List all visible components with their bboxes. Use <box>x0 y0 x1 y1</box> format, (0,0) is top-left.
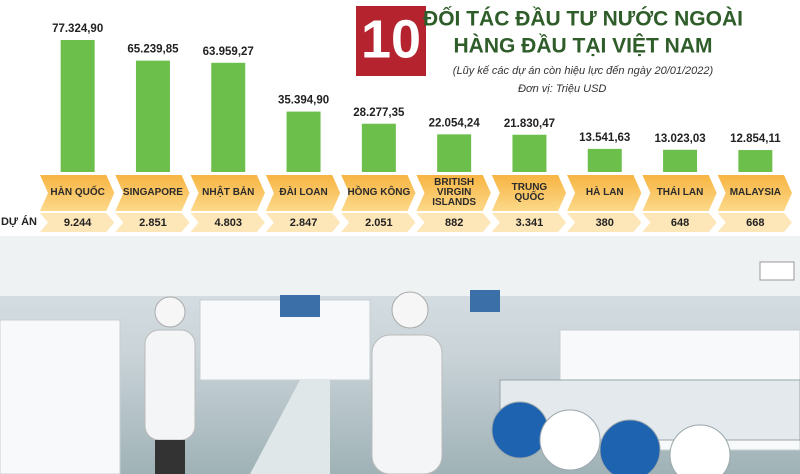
value-label: 77.324,90 <box>52 23 103 35</box>
category-chevron <box>40 175 115 211</box>
title: ĐỐI TÁC ĐẦU TƯ NƯỚC NGOÀI <box>423 7 743 31</box>
category-chevron <box>416 175 491 211</box>
project-count: 380 <box>596 217 614 229</box>
bar <box>587 148 622 172</box>
category-label: MALAYSIA <box>729 187 781 198</box>
project-cell <box>491 213 567 232</box>
title-number: 10 <box>361 9 421 69</box>
project-cell <box>416 213 491 232</box>
category-label: HỒNG KÔNG <box>347 187 411 198</box>
category-label: TRUNG QUỐC <box>511 182 548 203</box>
value-label: 63.959,27 <box>203 46 254 58</box>
title: HÀNG ĐẦU TẠI VIỆT NAM <box>454 34 713 58</box>
category-label: HÀ LAN <box>585 187 624 198</box>
unit-note: Đơn vị: Triệu USD <box>518 83 606 95</box>
category-label: HÀN QUỐC <box>50 187 105 198</box>
value-label: 13.541,63 <box>579 132 630 144</box>
project-count: 2.851 <box>139 217 167 229</box>
bar <box>738 150 773 172</box>
value-label: 13.023,03 <box>654 133 705 145</box>
value-label: 21.830,47 <box>504 118 555 130</box>
category-label: NHẬT BẢN <box>202 187 255 198</box>
category-label: ĐÀI LOAN <box>279 187 328 198</box>
bar <box>211 62 246 172</box>
project-count: 2.847 <box>290 217 318 229</box>
value-label: 28.277,35 <box>353 107 405 119</box>
value-label: 35.394,90 <box>278 95 329 107</box>
bar <box>512 134 547 172</box>
project-count: 3.341 <box>516 217 544 229</box>
category-label: THÁI LAN <box>656 187 704 198</box>
project-cell <box>40 213 115 232</box>
project-cell <box>190 213 265 232</box>
project-cell <box>567 213 642 232</box>
project-count: 882 <box>445 217 463 229</box>
project-count: 9.244 <box>64 217 92 229</box>
row-label: DỰ ÁN <box>1 215 37 228</box>
subtitle: (Lũy kế các dự án còn hiệu lực đến ngày … <box>453 65 714 77</box>
category-chevron <box>265 175 341 211</box>
category-label: SINGAPORE <box>122 187 183 198</box>
project-cell <box>341 213 416 232</box>
project-count: 648 <box>671 217 689 229</box>
bar <box>361 123 396 172</box>
category-chevron <box>190 175 265 211</box>
category-chevron <box>341 175 416 211</box>
project-count: 2.051 <box>365 217 393 229</box>
value-label: 12.854,11 <box>730 133 781 145</box>
category-chevron <box>567 175 642 211</box>
project-cell <box>717 213 792 232</box>
category-chevron <box>115 175 190 211</box>
category-chevron <box>642 175 717 211</box>
value-label: 65.239,85 <box>127 44 179 56</box>
project-count: 668 <box>746 217 764 229</box>
title-box <box>356 6 426 76</box>
bar <box>60 40 95 172</box>
bar <box>437 134 472 172</box>
project-cell <box>115 213 190 232</box>
value-label: 22.054,24 <box>429 117 481 129</box>
bar <box>135 60 170 172</box>
project-cell <box>642 213 717 232</box>
category-label: BRITISH VIRGIN ISLANDS <box>432 177 477 208</box>
project-cell <box>265 213 341 232</box>
worker <box>144 291 443 474</box>
photo-background <box>0 236 800 474</box>
bar <box>663 149 698 172</box>
category-chevron <box>491 175 567 211</box>
project-count: 4.803 <box>214 217 242 229</box>
bar <box>286 111 321 172</box>
category-chevron <box>717 175 792 211</box>
